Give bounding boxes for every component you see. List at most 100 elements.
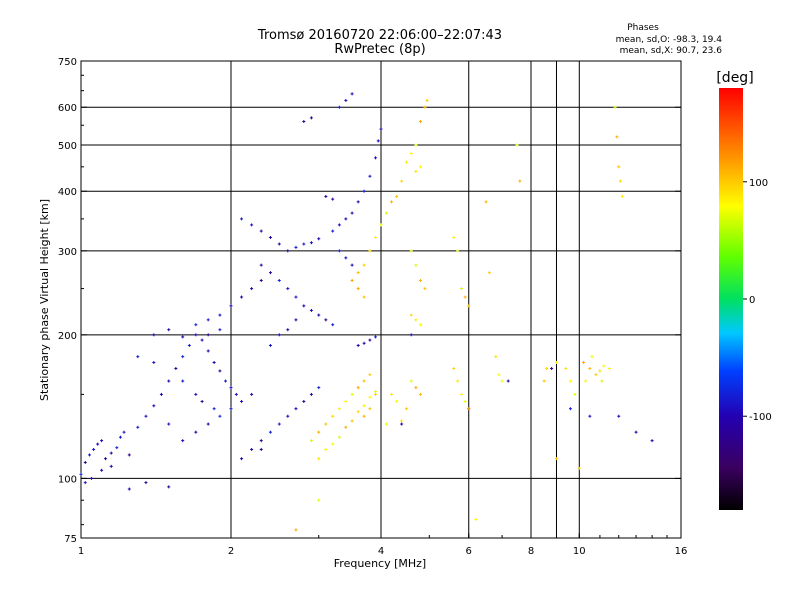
echo-point-o bbox=[229, 407, 233, 411]
stats-o-line: mean, sd,O: -98.3, 19.4 bbox=[616, 35, 723, 45]
echo-point-o bbox=[309, 116, 313, 120]
echo-point-o bbox=[109, 451, 113, 455]
echo-point-x bbox=[356, 386, 360, 390]
echo-point-x bbox=[568, 379, 572, 383]
echo-point-x bbox=[467, 304, 471, 308]
echo-point-x bbox=[374, 235, 378, 239]
echo-point-x bbox=[362, 404, 366, 408]
echo-point-o bbox=[200, 399, 204, 403]
echo-point-o bbox=[650, 439, 654, 443]
echo-point-x bbox=[598, 369, 602, 373]
echo-point-o bbox=[240, 217, 244, 221]
echo-point-o bbox=[250, 287, 254, 291]
echo-point-x bbox=[331, 414, 335, 418]
echo-point-x bbox=[615, 135, 619, 139]
echo-point-o bbox=[350, 92, 354, 96]
x-tick-label: 4 bbox=[378, 546, 384, 557]
echo-point-x bbox=[414, 263, 418, 267]
echo-point-x bbox=[474, 518, 478, 522]
x-tick-label: 16 bbox=[675, 546, 688, 557]
x-tick-label: 6 bbox=[466, 546, 472, 557]
echo-point-o bbox=[286, 328, 290, 332]
echo-point-o bbox=[240, 295, 244, 299]
echo-point-x bbox=[404, 160, 408, 164]
echo-point-x bbox=[487, 271, 491, 275]
echo-point-x bbox=[456, 379, 460, 383]
echo-point-o bbox=[96, 442, 100, 446]
echo-point-x bbox=[459, 392, 463, 396]
echo-point-x bbox=[368, 373, 372, 377]
stats-x-line: mean, sd,X: 90.7, 23.6 bbox=[620, 46, 723, 56]
colorbar-tick-label: -100 bbox=[749, 412, 772, 423]
echo-point-o bbox=[324, 194, 328, 198]
echo-point-o bbox=[302, 120, 306, 124]
echo-point-x bbox=[350, 392, 354, 396]
echo-point-o bbox=[362, 341, 366, 345]
echo-point-x bbox=[374, 390, 378, 394]
echo-point-o bbox=[337, 105, 341, 109]
echo-point-o bbox=[259, 278, 263, 282]
echo-point-x bbox=[350, 419, 354, 423]
chart-title: Tromsø 20160720 22:06:00–22:07:43 bbox=[257, 28, 502, 43]
echo-point-x bbox=[425, 98, 429, 102]
echo-point-o bbox=[309, 392, 313, 396]
echo-point-o bbox=[344, 217, 348, 221]
echo-point-o bbox=[144, 414, 148, 418]
echo-point-o bbox=[218, 414, 222, 418]
echo-point-x bbox=[400, 179, 404, 183]
echo-point-x bbox=[390, 200, 394, 204]
echo-point-x bbox=[594, 373, 598, 377]
echo-point-x bbox=[588, 366, 592, 370]
echo-point-x bbox=[542, 379, 546, 383]
echo-point-x bbox=[362, 263, 366, 267]
echo-point-x bbox=[584, 379, 588, 383]
colorbar-tick-label: 100 bbox=[749, 178, 768, 189]
echo-point-o bbox=[181, 439, 185, 443]
echo-point-o bbox=[286, 414, 290, 418]
echo-point-o bbox=[302, 304, 306, 308]
echo-point-o bbox=[218, 369, 222, 373]
x-tick-label: 10 bbox=[573, 546, 586, 557]
echo-point-x bbox=[374, 392, 378, 396]
echo-point-x bbox=[613, 105, 617, 109]
y-tick-label: 500 bbox=[58, 141, 77, 152]
stats-heading: Phases bbox=[627, 23, 659, 33]
echo-point-o bbox=[400, 422, 404, 426]
echo-point-x bbox=[362, 414, 366, 418]
echo-point-x bbox=[409, 379, 413, 383]
echo-point-o bbox=[376, 139, 380, 143]
chart-subtitle: RwPretec (8p) bbox=[334, 42, 425, 57]
echo-point-o bbox=[118, 435, 122, 439]
echo-point-x bbox=[494, 355, 498, 359]
echo-point-o bbox=[294, 295, 298, 299]
echo-point-x bbox=[500, 379, 504, 383]
echo-point-o bbox=[309, 308, 313, 312]
echo-point-x bbox=[602, 364, 606, 368]
echo-point-o bbox=[109, 464, 113, 468]
echo-point-x bbox=[418, 323, 422, 327]
echo-point-o bbox=[144, 481, 148, 485]
echo-point-o bbox=[286, 249, 290, 253]
echo-point-o bbox=[167, 422, 171, 426]
echo-point-x bbox=[577, 466, 581, 470]
echo-point-o bbox=[294, 407, 298, 411]
echo-point-o bbox=[206, 318, 210, 322]
echo-point-o bbox=[259, 263, 263, 267]
echo-point-o bbox=[250, 223, 254, 227]
echo-point-o bbox=[152, 333, 156, 337]
echo-point-o bbox=[277, 333, 281, 337]
colorbar-ticks: 100 0 -100 bbox=[743, 178, 772, 423]
echo-point-o bbox=[617, 414, 621, 418]
echo-point-x bbox=[608, 366, 612, 370]
echo-point-o bbox=[344, 256, 348, 260]
y-tick-label: 300 bbox=[58, 247, 77, 258]
echo-point-o bbox=[337, 249, 341, 253]
echo-point-x bbox=[337, 407, 341, 411]
echo-point-o bbox=[277, 242, 281, 246]
echo-point-x bbox=[356, 287, 360, 291]
echo-point-x bbox=[368, 407, 372, 411]
echo-point-o bbox=[356, 343, 360, 347]
echo-point-o bbox=[79, 472, 83, 476]
echo-point-o bbox=[212, 360, 216, 364]
